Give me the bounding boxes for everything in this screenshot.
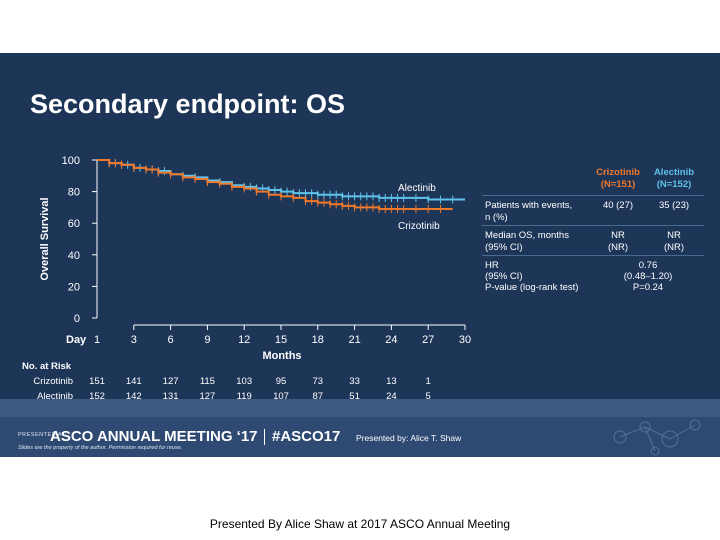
stats-table: Crizotinib (N=151) Alectinib (N=152) Pat… [482, 161, 704, 295]
x-tick-label: 6 [168, 334, 174, 346]
y-tick-label: 80 [68, 187, 80, 199]
hr-value: 0.76 [638, 260, 658, 271]
risk-row-label-alectinib: Alectinib [37, 391, 73, 402]
footer-disclaimer: Slides are the property of the author. P… [18, 445, 183, 451]
events-alectinib: 35 (23) [658, 200, 690, 211]
footer-presenter: Presented by: Alice T. Shaw [356, 433, 462, 443]
y-tick-label: 40 [68, 250, 80, 262]
risk-value-crizotinib: 127 [162, 376, 179, 387]
curve-label-crizotinib: Crizotinib [398, 221, 440, 232]
risk-value-alectinib: 107 [273, 391, 289, 402]
x-tick-label: 9 [204, 334, 210, 346]
col-crizotinib-n: (N=151) [600, 179, 636, 190]
footer-presented-at: PRESENTED AT: [18, 432, 67, 438]
y-tick-label: 20 [68, 281, 80, 293]
chart-labels: Overall Survival Months Day Alectinib Cr… [39, 183, 440, 362]
slide-title: Secondary endpoint: OS [30, 89, 346, 119]
x-tick-label: 30 [459, 334, 471, 346]
footer-band [0, 399, 720, 417]
risk-value-alectinib: 24 [386, 391, 397, 402]
stats-events-row: Patients with events, n (%) 40 (27) 35 (… [482, 195, 704, 226]
chart-axes: 0 20 40 60 80 100 1 3 6 9 12 15 18 21 24 27 30 [62, 155, 471, 346]
x-tick-label: 18 [312, 334, 324, 346]
median-label-line2: (95% CI) [485, 242, 523, 253]
risk-value-alectinib: 87 [312, 391, 324, 402]
median-alectinib-ci: (NR) [663, 242, 685, 253]
hr-label-line1: HR [485, 260, 499, 271]
footer-meeting-name: ASCO ANNUAL MEETING ‘17 [50, 428, 258, 445]
col-alectinib-n: (N=152) [656, 179, 692, 190]
risk-value-crizotinib: 13 [386, 376, 397, 387]
stats-median-row: Median OS, months (95% CI) NR (NR) NR (N… [482, 225, 704, 256]
risk-value-crizotinib: 141 [125, 376, 142, 387]
x-tick-label: 24 [385, 334, 397, 346]
median-crizotinib-ci: (NR) [607, 242, 629, 253]
hr-ci: (0.48–1.20) [623, 271, 673, 282]
x-tick-label: 1 [94, 334, 100, 346]
curve-label-alectinib: Alectinib [398, 183, 436, 194]
hr-label-line3: P-value (log-rank test) [485, 282, 579, 293]
risk-value-alectinib: 131 [162, 391, 179, 402]
risk-value-crizotinib: 1 [425, 376, 431, 387]
stats-header-row: Crizotinib (N=151) Alectinib (N=152) [482, 161, 704, 195]
slide: Secondary endpoint: OS 0 20 40 60 80 100 1 3 6 9 1… [0, 53, 720, 457]
chart-series [97, 159, 465, 213]
y-tick-label: 0 [74, 313, 80, 325]
risk-value-alectinib: 152 [89, 391, 105, 402]
risk-value-alectinib: 127 [199, 391, 216, 402]
risk-row-label-crizotinib: Crizotinib [33, 376, 73, 387]
events-crizotinib: 40 (27) [602, 200, 634, 211]
risk-value-crizotinib: 103 [236, 376, 253, 387]
footer-bar: PRESENTED AT: ASCO ANNUAL MEETING ‘17 #A… [0, 399, 720, 457]
col-crizotinib-name: Crizotinib [596, 167, 640, 178]
footer-hashtag: #ASCO17 [272, 428, 341, 445]
risk-value-crizotinib: 151 [89, 376, 105, 387]
y-tick-label: 60 [68, 218, 80, 230]
risk-value-crizotinib: 73 [312, 376, 324, 387]
survival-chart: 0 20 40 60 80 100 1 3 6 9 12 15 18 21 24 27 30 Overall S… [39, 155, 471, 362]
risk-value-alectinib: 142 [125, 391, 142, 402]
median-label-line1: Median OS, months [485, 230, 569, 241]
stats-hr-row: HR (95% CI) P-value (log-rank test) 0.76… [482, 255, 704, 296]
molecule-decoration-icon [613, 419, 701, 456]
x-axis-label: Months [262, 350, 301, 362]
risk-value-crizotinib: 33 [349, 376, 360, 387]
risk-table-title: No. at Risk [22, 361, 72, 372]
x-tick-label: 21 [348, 334, 360, 346]
slide-caption: Presented By Alice Shaw at 2017 ASCO Ann… [209, 517, 511, 531]
events-label-line1: Patients with events, [485, 200, 573, 211]
y-axis-label: Overall Survival [39, 197, 51, 280]
risk-value-alectinib: 51 [349, 391, 360, 402]
y-tick-label: 100 [62, 155, 80, 167]
x-tick-label: 3 [131, 334, 137, 346]
p-value: P=0.24 [632, 282, 664, 293]
x-tick-label: 27 [422, 334, 434, 346]
x-axis-day-label: Day [66, 334, 87, 346]
median-alectinib: NR [667, 230, 681, 241]
risk-value-alectinib: 119 [236, 391, 252, 402]
risk-value-alectinib: 5 [425, 391, 431, 402]
risk-value-crizotinib: 115 [199, 376, 215, 387]
x-tick-label: 15 [275, 334, 287, 346]
events-label-line2: n (%) [485, 212, 508, 223]
footer-divider [264, 429, 265, 445]
hr-label-line2: (95% CI) [485, 271, 523, 282]
median-crizotinib: NR [611, 230, 625, 241]
risk-value-crizotinib: 95 [275, 376, 287, 387]
x-tick-label: 12 [238, 334, 250, 346]
col-alectinib-name: Alectinib [653, 167, 695, 178]
